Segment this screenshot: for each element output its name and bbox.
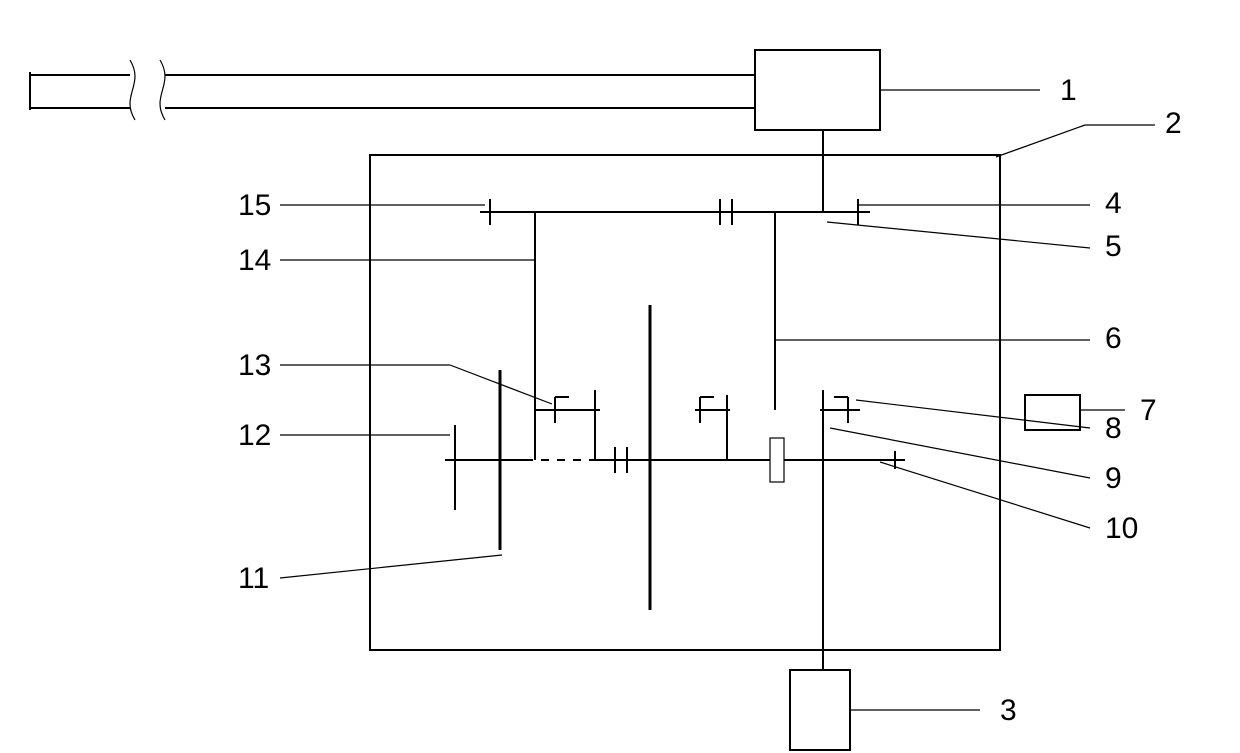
- label-n7: 7: [1140, 394, 1157, 427]
- leader-L5: [827, 222, 1090, 248]
- label-n11: 11: [238, 562, 269, 595]
- coupling-10: [770, 438, 784, 482]
- label-n9: 9: [1105, 462, 1122, 495]
- label-n4: 4: [1105, 187, 1122, 220]
- label-n1: 1: [1060, 74, 1077, 107]
- block-3: [790, 670, 850, 750]
- label-n14: 14: [238, 244, 271, 277]
- label-n13: 13: [238, 349, 271, 382]
- leader-L8: [856, 400, 1090, 428]
- block-1: [755, 50, 880, 130]
- mechanical-schematic: 123456789101112131415: [0, 0, 1240, 753]
- label-n6: 6: [1105, 322, 1122, 355]
- label-n3: 3: [1000, 694, 1017, 727]
- leader-L11: [280, 555, 502, 578]
- label-n15: 15: [238, 189, 271, 222]
- label-n12: 12: [238, 419, 271, 452]
- label-n2: 2: [1165, 107, 1182, 140]
- leader-L2a: [996, 125, 1085, 157]
- block-7: [1025, 395, 1080, 430]
- label-n10: 10: [1105, 512, 1138, 545]
- leader-L9: [830, 428, 1090, 478]
- label-n8: 8: [1105, 412, 1122, 445]
- label-n5: 5: [1105, 230, 1122, 263]
